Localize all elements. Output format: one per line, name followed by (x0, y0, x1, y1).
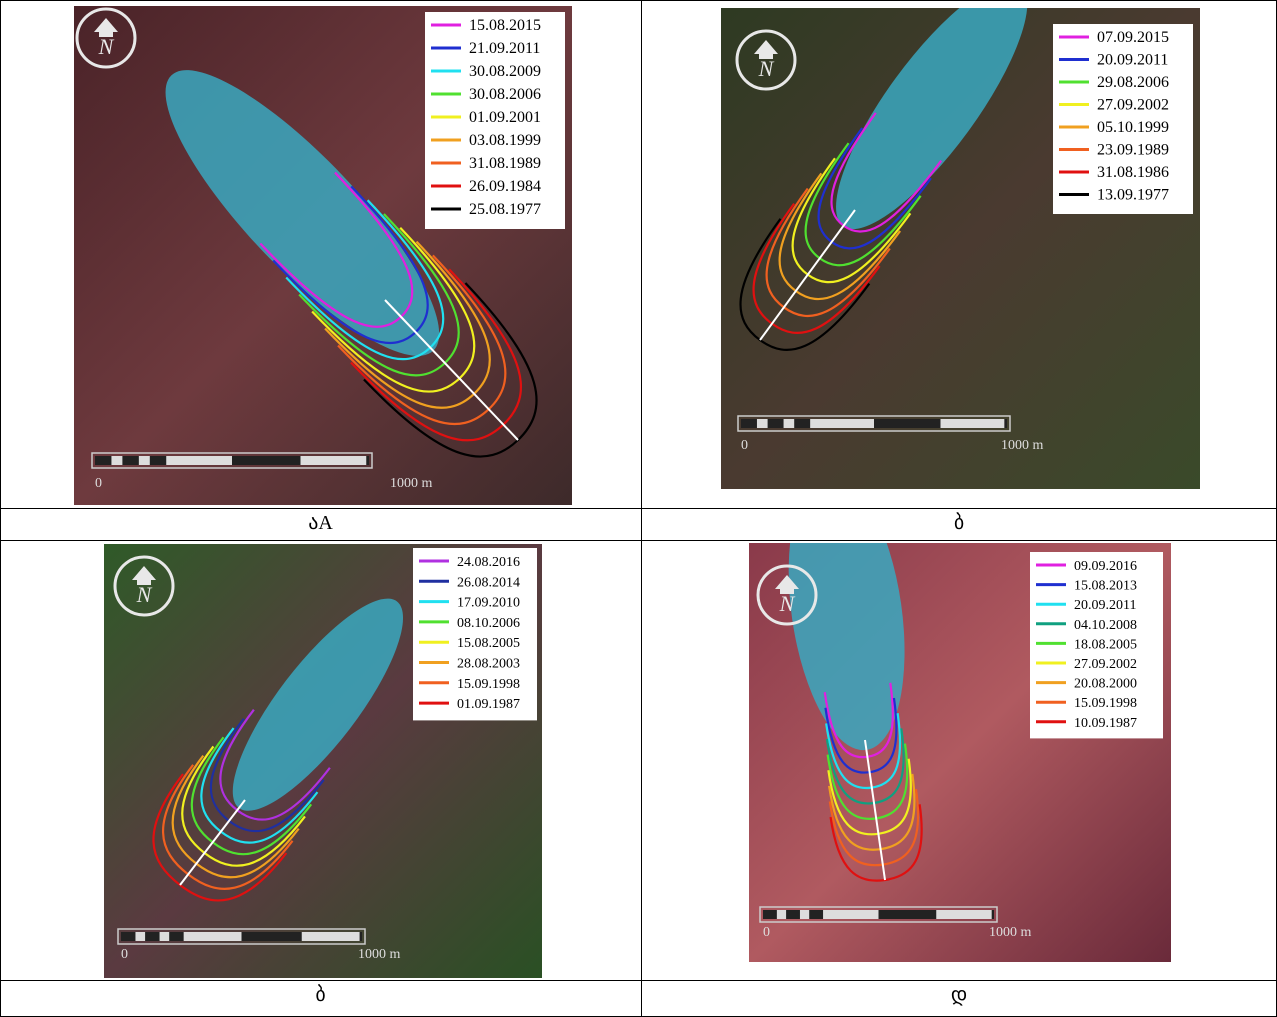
scale-bar-segment (810, 419, 874, 428)
scale-bar-segment (302, 932, 360, 941)
scale-bar-segment (757, 419, 768, 428)
scale-bar-segment (936, 910, 991, 919)
legend-label: 30.08.2006 (469, 86, 541, 103)
border (0, 540, 1277, 541)
legend-label: 21.09.2011 (469, 40, 540, 57)
satellite-image: N 07.09.2015 20.09.2011 29.08.2006 27.09.200… (721, 8, 1200, 489)
caption: აA (0, 508, 641, 538)
north-label: N (779, 591, 796, 616)
scale-bar-segment (823, 910, 878, 919)
legend-label: 30.08.2009 (469, 63, 541, 80)
legend-label: 20.08.2000 (1074, 677, 1137, 692)
legend-label: 25.08.1977 (469, 201, 541, 218)
scale-bar-segment (184, 932, 242, 941)
satellite-image: N 15.08.2015 21.09.2011 30.08.2009 30.08.200… (74, 6, 572, 505)
scale-bar-segment (777, 910, 786, 919)
legend-label: 15.09.1998 (1074, 696, 1137, 711)
legend-label: 01.09.2001 (469, 109, 541, 126)
legend-label: 28.08.2003 (457, 657, 520, 672)
legend-label: 27.09.2002 (1097, 97, 1169, 114)
scale-bar-segment (135, 932, 145, 941)
scale-bar-segment (301, 456, 367, 465)
legend-label: 01.09.1987 (457, 697, 520, 712)
legend-label: 24.08.2016 (457, 555, 520, 570)
caption: ბ (641, 508, 1277, 538)
scale-bar-segment (941, 419, 1005, 428)
legend-label: 23.09.1989 (1097, 142, 1169, 159)
legend-label: 15.08.2005 (457, 636, 520, 651)
legend-label: 08.10.2006 (457, 616, 520, 631)
scale-label: 0 (741, 438, 748, 453)
legend-label: 10.09.1987 (1074, 716, 1137, 731)
legend-label: 15.08.2013 (1074, 579, 1137, 594)
scale-bar-segment (800, 910, 809, 919)
legend-label: 15.09.1998 (457, 677, 520, 692)
scale-label: 1000 m (1001, 438, 1044, 453)
scale-bar-segment (166, 456, 232, 465)
legend-label: 17.09.2010 (457, 596, 520, 611)
legend-label: 31.08.1986 (1097, 164, 1169, 181)
north-label: N (98, 34, 115, 59)
satellite-image: N 09.09.2016 15.08.2013 20.09.2011 04.10.200… (749, 543, 1171, 962)
legend-label: 09.09.2016 (1074, 559, 1137, 574)
legend-label: 20.09.2011 (1074, 598, 1136, 613)
caption: დ (641, 980, 1277, 1010)
scale-label: 1000 m (358, 947, 401, 962)
legend-label: 07.09.2015 (1097, 29, 1169, 46)
legend-box (413, 548, 537, 720)
legend-label: 18.08.2005 (1074, 637, 1137, 652)
scale-bar-segment (160, 932, 170, 941)
legend-label: 13.09.1977 (1097, 187, 1169, 204)
legend-label: 26.08.2014 (457, 575, 520, 590)
scale-label: 0 (121, 947, 128, 962)
border (0, 0, 1277, 1)
legend-label: 15.08.2015 (469, 17, 541, 34)
scale-bar-segment (111, 456, 122, 465)
north-label: N (136, 582, 153, 607)
legend-label: 26.09.1984 (469, 178, 541, 195)
legend-label: 27.09.2002 (1074, 657, 1137, 672)
scale-label: 1000 m (390, 476, 433, 491)
satellite-image: N 24.08.2016 26.08.2014 17.09.2010 08.10.200… (104, 544, 542, 978)
legend-label: 31.08.1989 (469, 155, 541, 172)
scale-label: 0 (763, 925, 770, 940)
legend-label: 05.10.1999 (1097, 119, 1169, 136)
legend-label: 20.09.2011 (1097, 52, 1168, 69)
legend-label: 03.08.1999 (469, 132, 541, 149)
legend-label: 29.08.2006 (1097, 74, 1169, 91)
scale-label: 0 (95, 476, 102, 491)
legend-label: 04.10.2008 (1074, 618, 1137, 633)
figure-table: N 15.08.2015 21.09.2011 30.08.2009 30.08.200… (0, 0, 1277, 1017)
caption: ბ (0, 980, 641, 1010)
north-label: N (758, 56, 775, 81)
scale-label: 1000 m (989, 925, 1032, 940)
scale-bar-segment (139, 456, 150, 465)
scale-bar-segment (784, 419, 795, 428)
